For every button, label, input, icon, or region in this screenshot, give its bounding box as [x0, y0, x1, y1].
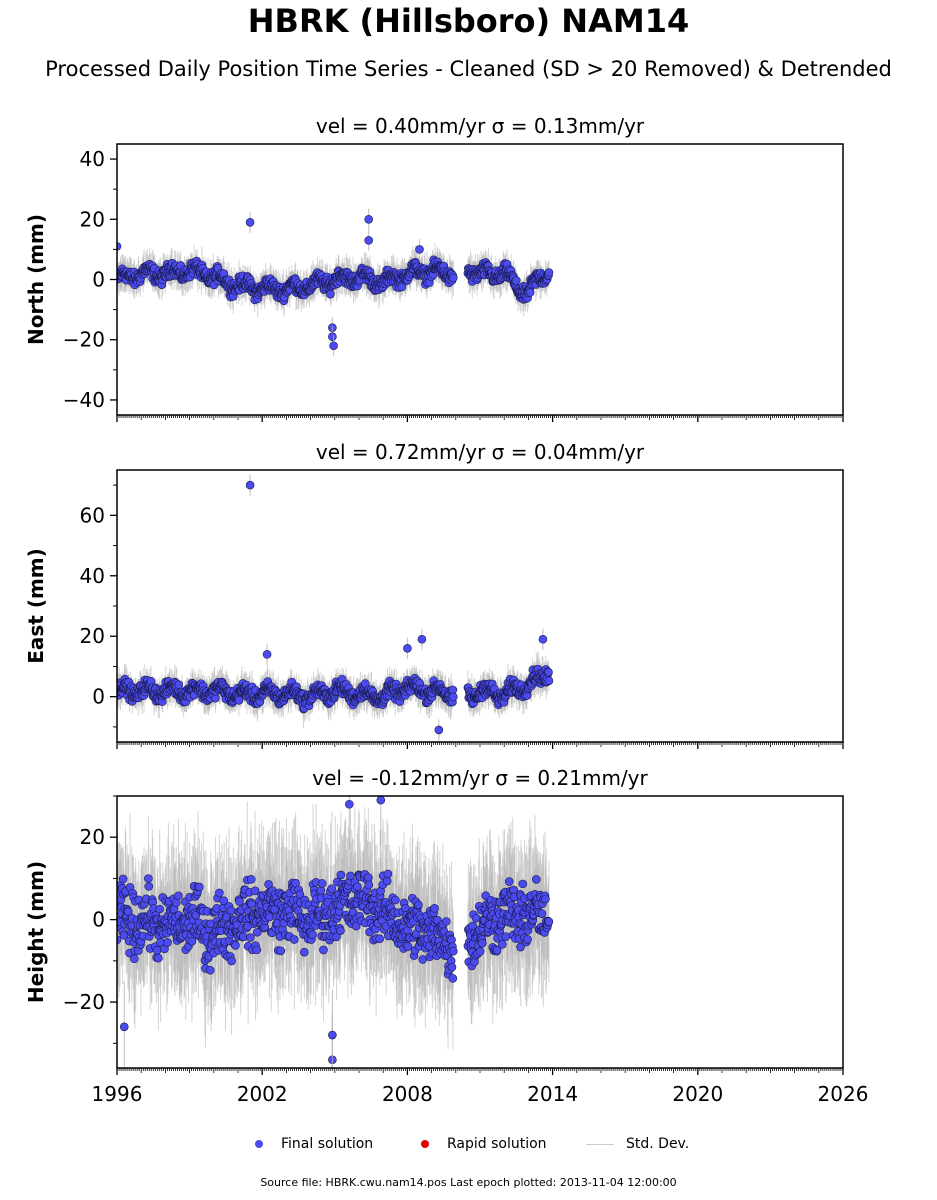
panel-title: vel = 0.40mm/yr σ = 0.13mm/yr — [316, 114, 645, 138]
plot-area — [117, 796, 554, 1068]
data-point — [544, 268, 554, 277]
outlier-point — [364, 236, 373, 245]
outlier-point — [364, 214, 373, 224]
outlier-point — [415, 245, 424, 254]
data-point — [544, 667, 553, 677]
y-tick-label: 60 — [80, 503, 105, 527]
data-point — [326, 289, 335, 299]
data-point — [448, 692, 458, 702]
outlier-point — [538, 634, 548, 644]
y-tick-label: −40 — [63, 388, 105, 412]
outlier-point — [329, 341, 338, 351]
y-tick-label: 0 — [92, 268, 105, 292]
panel-title: vel = 0.72mm/yr σ = 0.04mm/yr — [316, 440, 645, 464]
y-tick-label: 40 — [80, 564, 105, 588]
outlier-point — [403, 644, 412, 653]
outlier-point — [245, 480, 255, 490]
y-tick-label: 20 — [80, 207, 105, 231]
y-axis-label: East (mm) — [24, 548, 48, 664]
data-point — [544, 676, 554, 686]
panel-3: vel = -0.12mm/yr σ = 0.21mm/yr Height (mm… — [24, 766, 868, 1106]
panel-2: vel = 0.72mm/yr σ = 0.04mm/yr East (mm) 0 2… — [24, 440, 844, 749]
plot-area — [117, 208, 554, 357]
y-axis-label: North (mm) — [24, 214, 48, 345]
outlier-point — [328, 332, 337, 342]
y-tick-label: 0 — [92, 685, 105, 709]
data-point — [448, 273, 458, 283]
outlier-point — [434, 725, 444, 735]
y-tick-label: −20 — [63, 328, 105, 352]
data-point — [511, 276, 521, 285]
y-tick-label: 20 — [80, 624, 105, 648]
outlier-point — [417, 634, 427, 644]
outlier-point — [245, 217, 255, 227]
chart-title: HBRK (Hillsboro) NAM14 — [247, 2, 690, 40]
data-point — [397, 282, 407, 292]
y-axis-label: Height (mm) — [24, 861, 48, 1003]
plot-area — [117, 474, 554, 741]
data-point — [174, 680, 184, 689]
y-tick-label: 40 — [80, 147, 105, 171]
outlier-point — [262, 650, 272, 659]
chart-subtitle: Processed Daily Position Time Series - C… — [45, 57, 892, 81]
data-point — [234, 695, 244, 705]
data-point — [525, 288, 535, 297]
outlier-point — [117, 242, 122, 251]
panel-title: vel = -0.12mm/yr σ = 0.21mm/yr — [312, 766, 648, 790]
